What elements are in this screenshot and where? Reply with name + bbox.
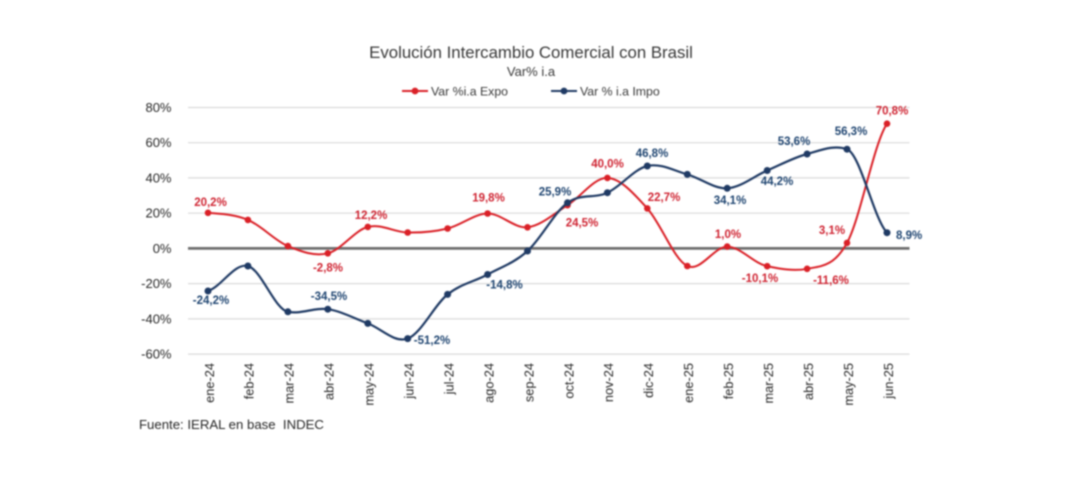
svg-text:may-24: may-24	[362, 363, 377, 406]
svg-text:60%: 60%	[145, 135, 171, 150]
svg-text:-20%: -20%	[141, 276, 172, 291]
svg-text:-51,2%: -51,2%	[414, 335, 450, 347]
svg-text:0%: 0%	[153, 241, 172, 256]
svg-text:mar-24: mar-24	[282, 363, 297, 404]
svg-text:-40%: -40%	[141, 311, 172, 326]
svg-text:70,8%: 70,8%	[876, 106, 909, 118]
svg-text:3,1%: 3,1%	[819, 225, 845, 237]
svg-text:ene-25: ene-25	[681, 363, 696, 403]
svg-text:nov-24: nov-24	[601, 363, 616, 402]
svg-text:53,6%: 53,6%	[778, 136, 811, 148]
svg-text:sep-24: sep-24	[521, 363, 536, 402]
svg-text:25,9%: 25,9%	[539, 187, 572, 199]
svg-text:Var % i.a Impo: Var % i.a Impo	[580, 85, 660, 99]
svg-text:40%: 40%	[145, 170, 171, 185]
svg-text:12,2%: 12,2%	[355, 210, 388, 222]
svg-text:jun-25: jun-25	[881, 363, 896, 400]
svg-text:Evolución Intercambio Comercia: Evolución Intercambio Comercial con Bras…	[369, 43, 693, 62]
svg-text:20,2%: 20,2%	[194, 197, 227, 209]
svg-text:Fuente: IERAL en base INDEC: Fuente: IERAL en base INDEC	[139, 417, 324, 432]
svg-text:abr-25: abr-25	[801, 363, 816, 400]
svg-text:mar-25: mar-25	[761, 363, 776, 404]
svg-text:46,8%: 46,8%	[636, 148, 669, 160]
svg-text:Var %i.a Expo: Var %i.a Expo	[431, 85, 508, 99]
svg-text:44,2%: 44,2%	[761, 176, 794, 188]
svg-text:ago-24: ago-24	[481, 363, 496, 403]
svg-text:-34,5%: -34,5%	[311, 291, 347, 303]
svg-text:jun-24: jun-24	[402, 363, 417, 400]
svg-text:20%: 20%	[145, 206, 171, 221]
svg-text:80%: 80%	[145, 100, 171, 115]
svg-text:24,5%: 24,5%	[566, 218, 599, 230]
svg-text:feb-25: feb-25	[721, 363, 736, 399]
svg-text:may-25: may-25	[841, 363, 856, 406]
svg-text:dic-24: dic-24	[641, 363, 656, 398]
svg-text:jul-24: jul-24	[441, 363, 456, 395]
svg-text:ene-24: ene-24	[202, 363, 217, 403]
svg-text:40,0%: 40,0%	[591, 159, 624, 171]
svg-text:19,8%: 19,8%	[472, 193, 505, 205]
svg-text:-11,6%: -11,6%	[813, 275, 849, 287]
svg-text:-60%: -60%	[141, 347, 172, 362]
svg-text:1,0%: 1,0%	[715, 229, 741, 241]
svg-text:22,7%: 22,7%	[648, 192, 681, 204]
svg-text:-10,1%: -10,1%	[742, 273, 778, 285]
svg-text:Var% i.a: Var% i.a	[507, 64, 556, 79]
svg-text:oct-24: oct-24	[561, 363, 576, 399]
svg-text:-24,2%: -24,2%	[193, 295, 229, 307]
svg-text:34,1%: 34,1%	[714, 195, 747, 207]
svg-text:-14,8%: -14,8%	[486, 280, 522, 292]
svg-text:-2,8%: -2,8%	[313, 263, 343, 275]
svg-text:8,9%: 8,9%	[896, 230, 922, 242]
svg-text:abr-24: abr-24	[322, 363, 337, 400]
svg-text:feb-24: feb-24	[242, 363, 257, 399]
svg-text:56,3%: 56,3%	[835, 126, 868, 138]
